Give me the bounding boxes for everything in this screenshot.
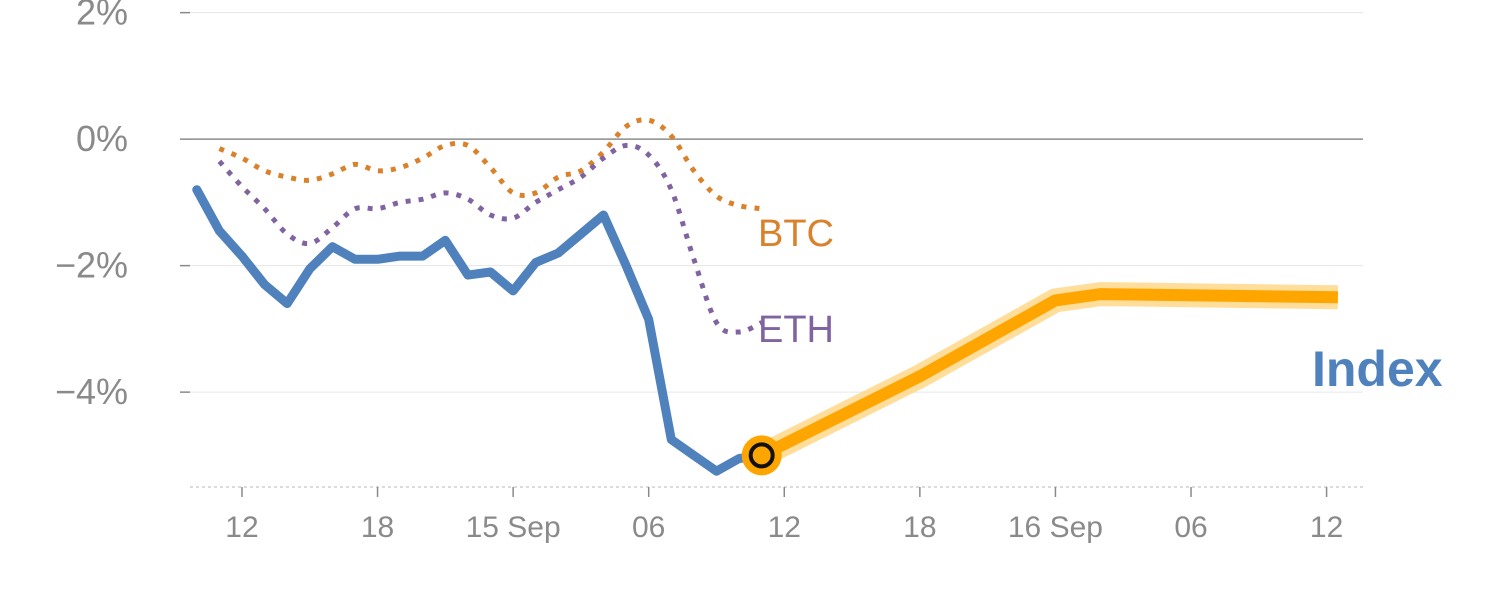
x-tick-label: 16 Sep (1008, 511, 1103, 544)
btc-line (218, 117, 763, 212)
x-axis: 12 18 15 Sep 06 12 18 16 Sep 06 12 (190, 486, 1365, 544)
series-layer (192, 117, 767, 476)
eth-series-label: ETH (758, 309, 834, 351)
marker-layer (741, 435, 782, 476)
x-tick-label: 12 (768, 511, 801, 544)
y-tick-label: −4% (55, 371, 128, 412)
index-line (192, 185, 767, 476)
x-tick-label: 18 (361, 511, 394, 544)
x-tick-label: 06 (1174, 511, 1207, 544)
projection-line (759, 288, 1338, 461)
y-tick-label: 2% (76, 0, 128, 33)
x-tick-label: 18 (903, 511, 936, 544)
x-tick-label: 15 Sep (466, 511, 561, 544)
index-series-label: Index (1312, 341, 1443, 397)
grid-layer: 2% 0% −2% −4% (55, 0, 1363, 412)
y-tick-label: −2% (55, 245, 128, 286)
x-tick-label: 06 (632, 511, 665, 544)
x-tick-label: 12 (225, 511, 258, 544)
current-point-marker-halo (741, 435, 782, 476)
btc-series-label: BTC (758, 213, 834, 255)
projection-layer (756, 282, 1339, 467)
projection-glow (756, 282, 1339, 467)
current-point-marker (748, 442, 775, 469)
y-tick-label: 0% (76, 118, 128, 159)
eth-line (217, 142, 763, 335)
x-tick-label: 12 (1310, 511, 1343, 544)
